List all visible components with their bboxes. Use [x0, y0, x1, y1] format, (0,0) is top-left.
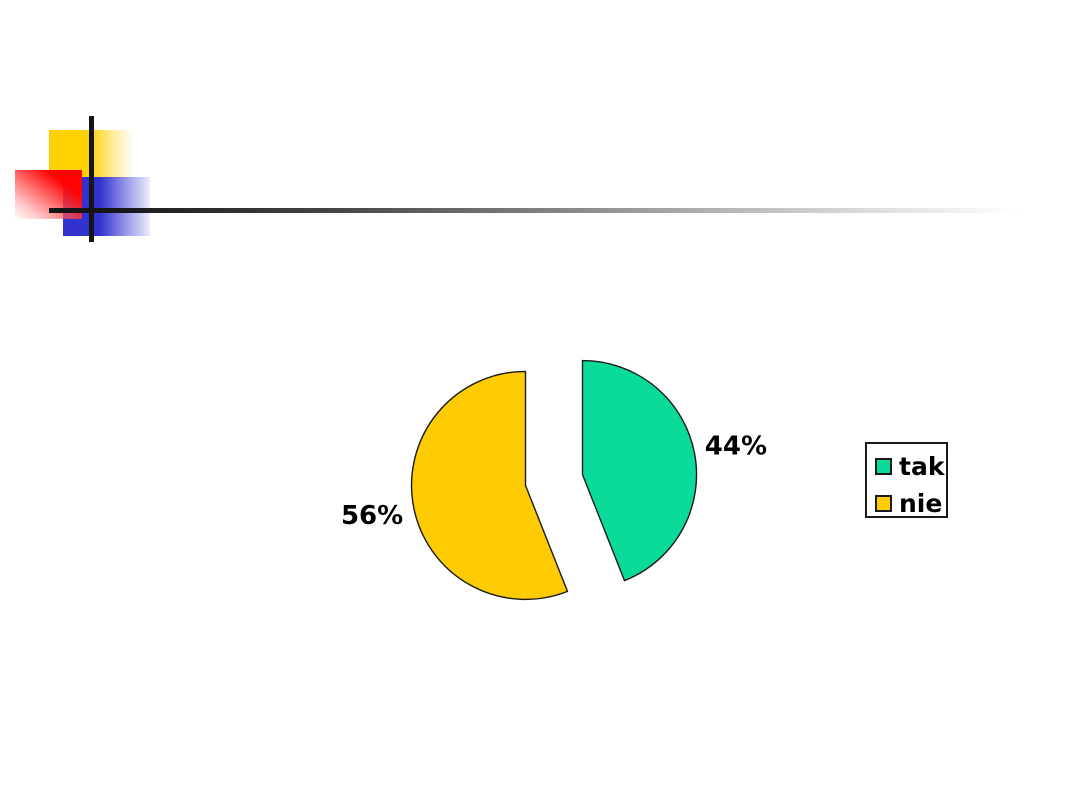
pie-slice-nie [410, 370, 569, 601]
decor-vertical-line [89, 116, 94, 242]
chart-legend: tak nie [865, 442, 948, 518]
legend-label-nie: nie [899, 489, 943, 518]
legend-label-tak: tak [899, 452, 945, 481]
legend-swatch-tak [875, 458, 892, 475]
pie-slice-tak [581, 359, 698, 582]
decor-horizontal-rule [49, 208, 1020, 213]
pie-label-tak: 44% [705, 432, 767, 462]
legend-swatch-nie [875, 495, 892, 512]
pie-label-nie: 56% [341, 501, 403, 531]
legend-item-nie: nie [875, 485, 946, 522]
legend-item-tak: tak [875, 448, 946, 485]
